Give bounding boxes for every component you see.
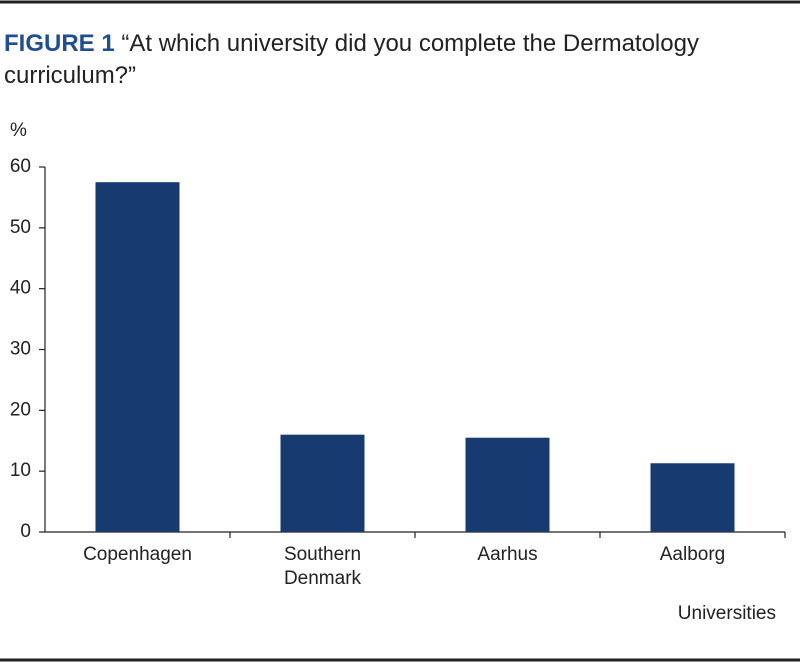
- y-axis-label: %: [10, 120, 27, 141]
- x-tick-label: Southern Denmark: [283, 544, 362, 589]
- bar: [95, 182, 180, 533]
- y-tick-label: 10: [10, 460, 31, 481]
- y-tick-label: 50: [10, 217, 31, 238]
- figure-label: FIGURE 1: [4, 30, 115, 57]
- x-tick-label: Aarhus: [477, 544, 538, 565]
- y-tick-label: 0: [20, 521, 31, 542]
- bar: [650, 463, 735, 532]
- x-tick-label: Copenhagen: [83, 544, 192, 565]
- y-tick-label: 40: [10, 278, 31, 299]
- bar: [280, 434, 365, 532]
- y-tick-label: 20: [10, 399, 31, 420]
- x-axis-label: Universities: [678, 603, 776, 624]
- y-tick-label: 30: [10, 339, 31, 360]
- x-tick-label: Aalborg: [659, 544, 726, 565]
- bar: [465, 437, 550, 532]
- chart-title-block: FIGURE 1 “At which university did you co…: [4, 28, 704, 92]
- y-tick-label: 60: [10, 156, 31, 177]
- chart-title: “At which university did you complete th…: [4, 30, 699, 89]
